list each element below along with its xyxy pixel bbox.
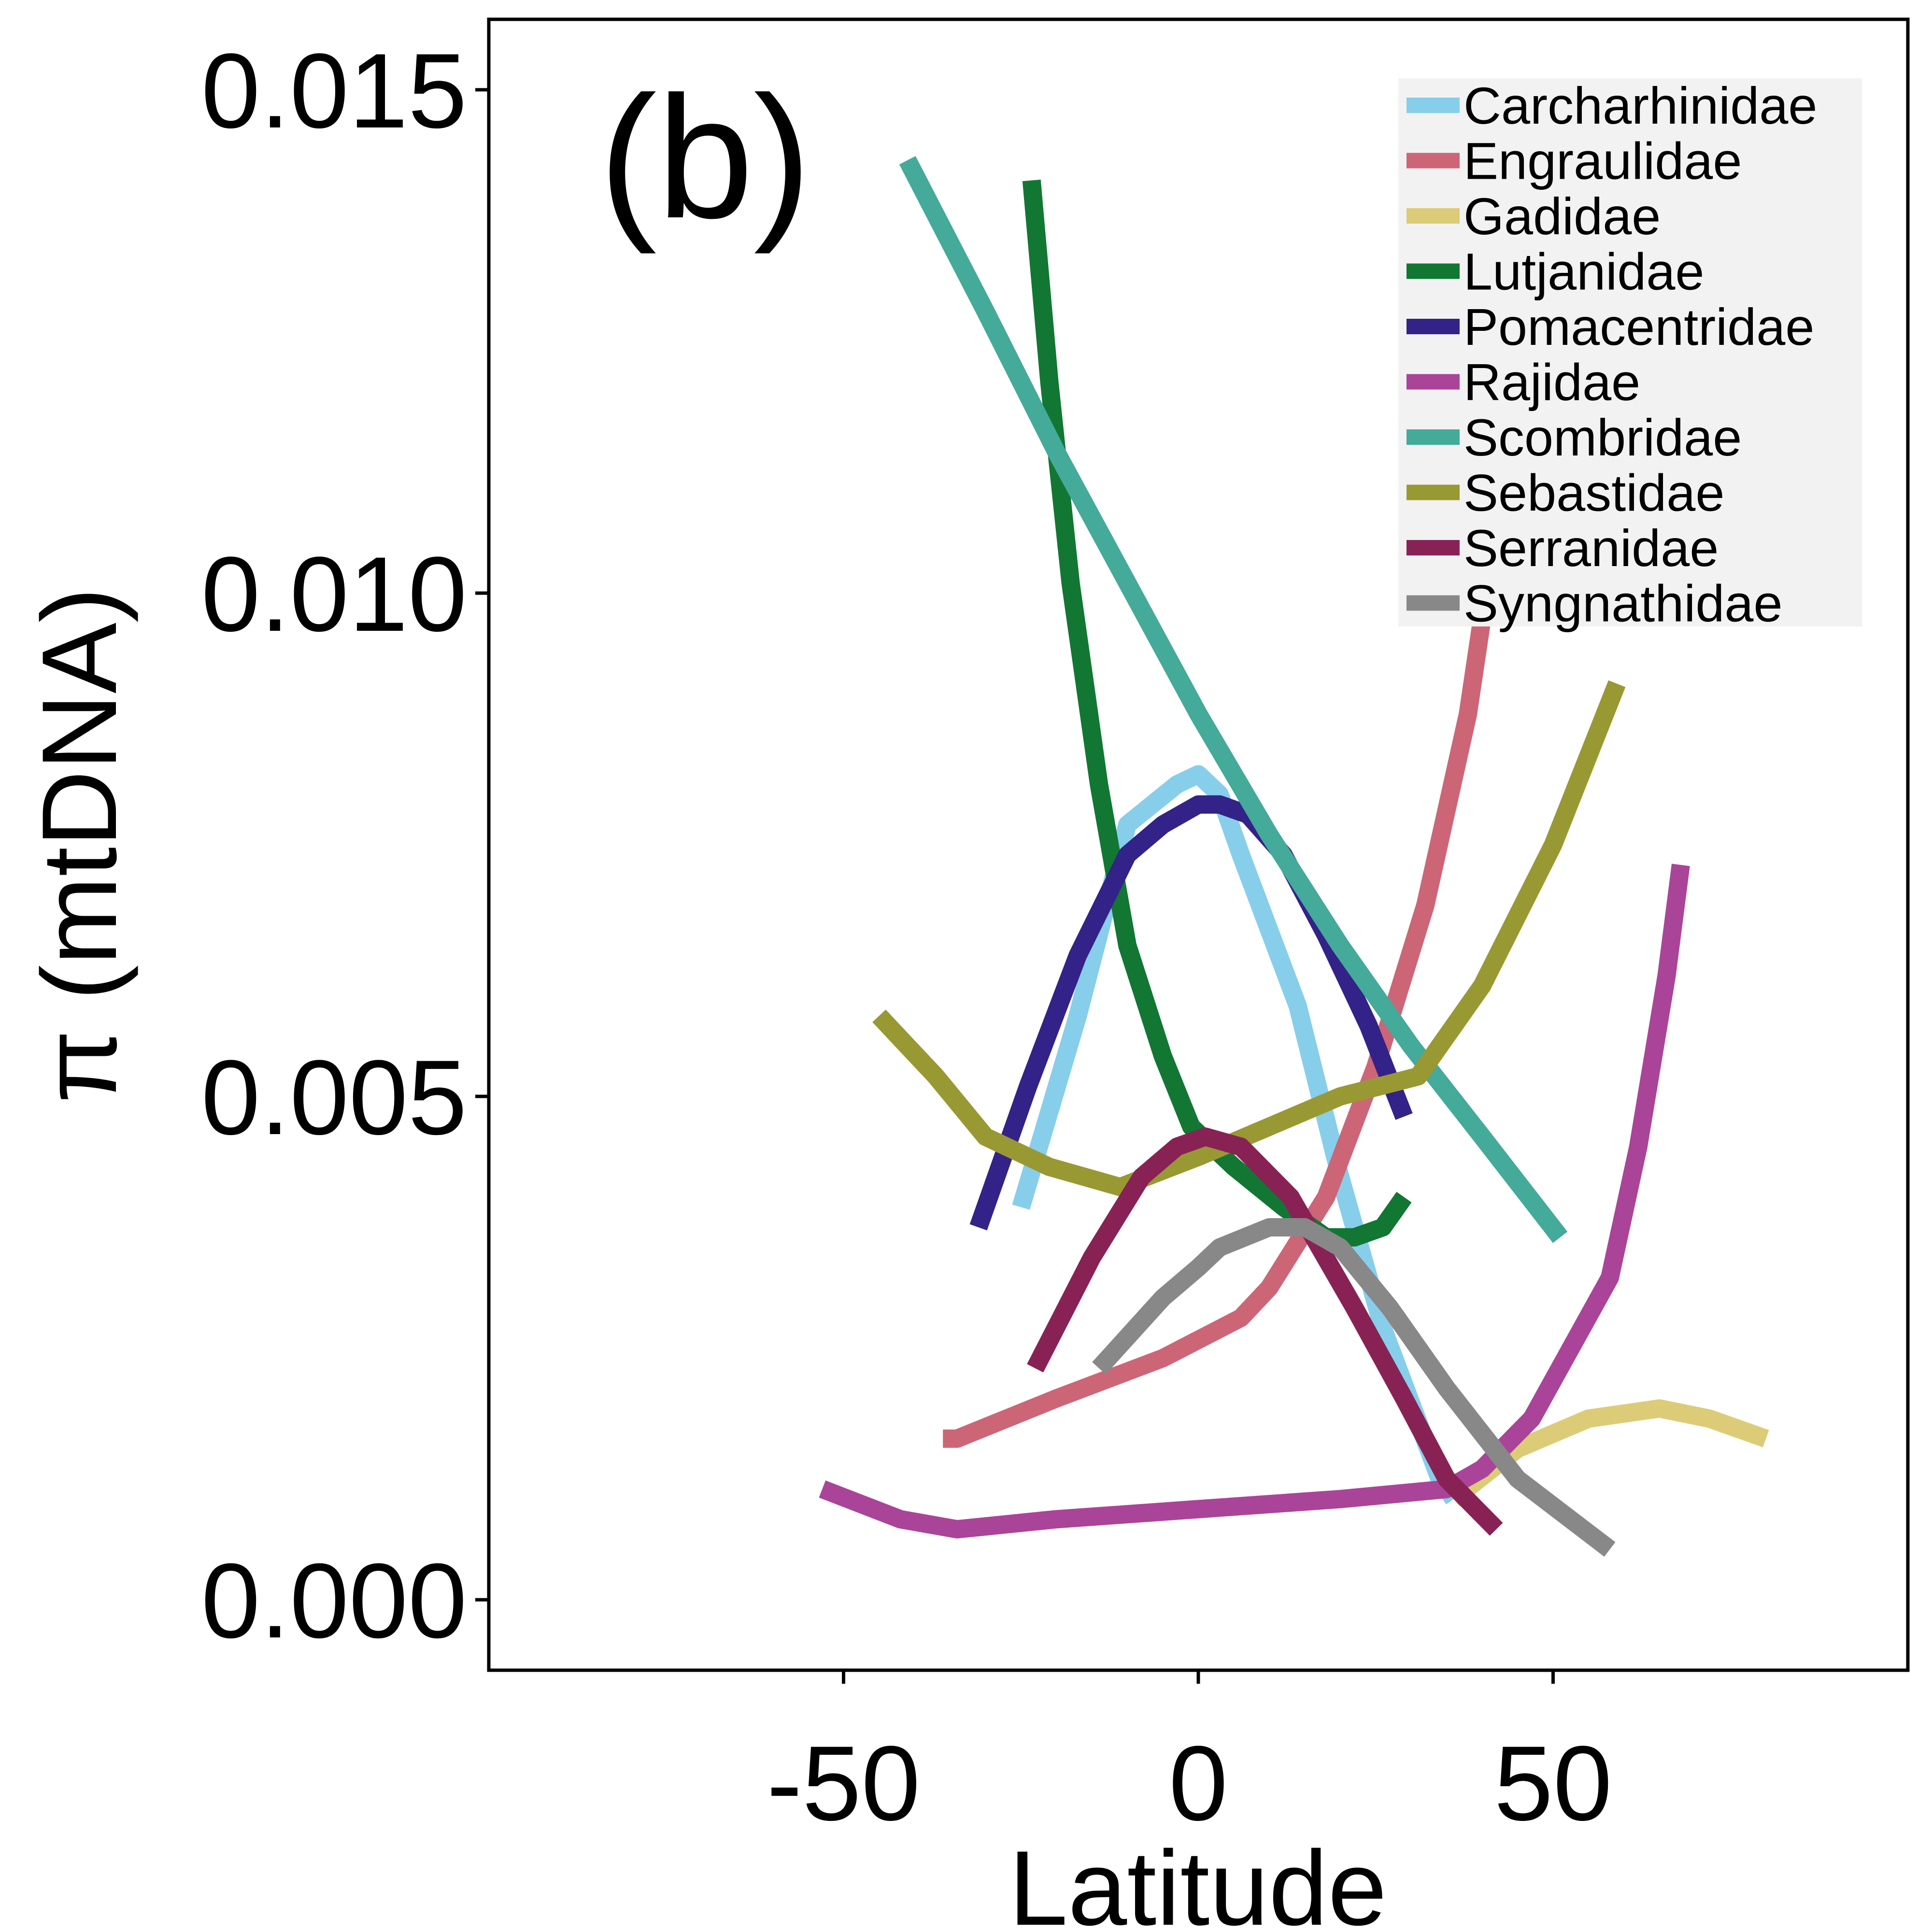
series-lines [819, 156, 1769, 1557]
legend-label: Serranidae [1463, 519, 1719, 577]
y-tick-label: 0.015 [201, 31, 467, 150]
series-line-lutjanidae [1022, 179, 1412, 1247]
y-axis: 0.000 0.005 0.010 0.015 [201, 31, 489, 1660]
x-tick-label: -50 [767, 1724, 921, 1843]
legend-swatch [1406, 153, 1460, 169]
legend-label: Engraulidae [1463, 132, 1742, 190]
legend-label: Pomacentridae [1463, 298, 1814, 356]
legend-label: Lutjanidae [1463, 242, 1704, 301]
y-tick-label: 0.010 [201, 535, 467, 653]
legend-swatch [1406, 263, 1460, 279]
y-tick-label: 0.000 [201, 1541, 467, 1660]
legend-swatch [1406, 595, 1460, 611]
y-axis-title: π (mtDNA) [20, 587, 139, 1103]
legend-swatch [1406, 319, 1460, 334]
legend-swatch [1406, 208, 1460, 224]
legend-swatch [1406, 429, 1460, 445]
series-line-scombridae [899, 156, 1568, 1243]
panel-label: (b) [599, 60, 811, 256]
legend-label: Rajidae [1463, 353, 1640, 412]
x-axis: -50 0 50 [767, 1670, 1612, 1843]
legend-label: Sebastidae [1463, 464, 1724, 522]
legend-label: Gadidae [1463, 187, 1661, 245]
series-line-engraulidae [943, 521, 1506, 1448]
legend-label: Scombridae [1463, 408, 1742, 467]
series-line-serranidae [1027, 1127, 1503, 1536]
legend-swatch [1406, 484, 1460, 500]
legend-background [1398, 78, 1862, 626]
series-line-syngnathidae [1092, 1218, 1616, 1557]
y-tick-label: 0.005 [201, 1038, 467, 1157]
legend-label: Syngnathidae [1463, 574, 1783, 633]
legend-swatch [1406, 98, 1460, 113]
x-tick-label: 0 [1169, 1724, 1228, 1843]
legend-swatch [1406, 540, 1460, 555]
x-tick-label: 50 [1494, 1724, 1612, 1843]
x-axis-title: Latitude [1009, 1829, 1387, 1932]
legend-swatch [1406, 374, 1460, 390]
legend-label: Carcharhinidae [1463, 76, 1817, 135]
legend: CarcharhinidaeEngraulidaeGadidaeLutjanid… [1398, 76, 1862, 633]
